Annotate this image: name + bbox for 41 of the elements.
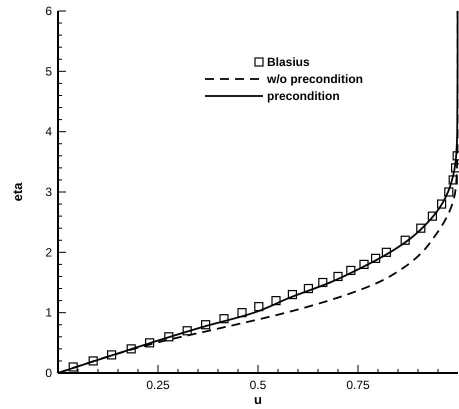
y-tick-label: 5 (45, 64, 52, 78)
legend-label: Blasius (267, 55, 310, 69)
point (448, 175, 458, 185)
y-tick-label: 6 (45, 4, 52, 18)
legend-label: w/o precondition (266, 72, 363, 86)
point (126, 344, 136, 354)
point (88, 356, 98, 366)
point (437, 199, 446, 209)
point (382, 248, 391, 257)
point (346, 266, 356, 276)
point (237, 308, 247, 318)
point (219, 314, 229, 324)
point (400, 236, 410, 245)
point (428, 212, 437, 221)
legend-label: precondition (267, 89, 340, 103)
y-tick-label: 3 (45, 185, 52, 199)
point (107, 350, 116, 360)
x-tick-label: 0.25 (146, 378, 170, 392)
x-tick-label: 0.5 (250, 378, 267, 392)
point (304, 284, 313, 294)
point (182, 326, 192, 336)
y-tick-label: 4 (45, 124, 52, 139)
y-tick-label: 0 (45, 366, 52, 380)
point (359, 260, 369, 269)
point (254, 302, 264, 312)
x-axis-title: u (254, 392, 262, 407)
y-axis-title: eta (10, 182, 25, 202)
point (318, 278, 328, 288)
point (371, 254, 380, 263)
y-tick-label: 1 (45, 306, 52, 320)
point (288, 290, 297, 300)
x-tick-label: 0.75 (346, 378, 370, 392)
point (68, 362, 78, 372)
point (201, 320, 210, 330)
point (416, 224, 426, 233)
point (145, 338, 154, 348)
y-tick-label: 2 (45, 245, 52, 260)
point (333, 272, 343, 282)
point (271, 296, 281, 306)
point (444, 187, 454, 197)
point (164, 332, 174, 342)
